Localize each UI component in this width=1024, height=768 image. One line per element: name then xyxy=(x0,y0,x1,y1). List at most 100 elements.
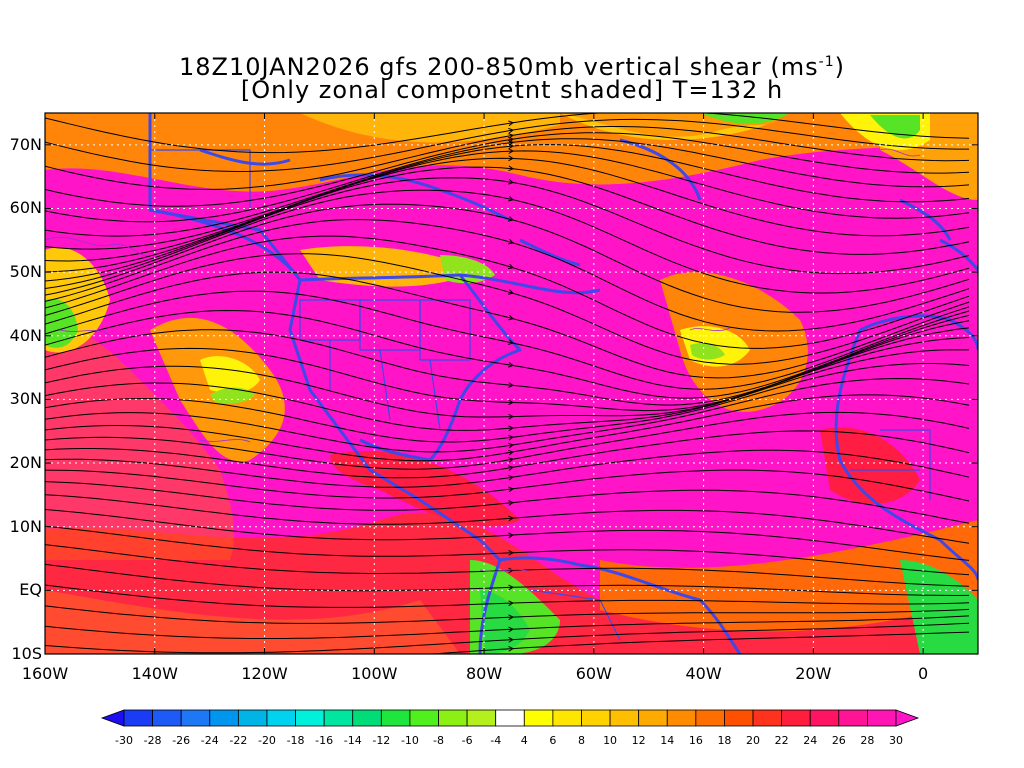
colorbar xyxy=(100,709,920,727)
colorbar-swatch xyxy=(809,709,840,727)
streamline-arrow xyxy=(508,567,515,574)
streamline xyxy=(45,203,970,313)
streamline-arrow xyxy=(508,133,515,139)
map-plot-area xyxy=(45,113,978,654)
streamline-arrow xyxy=(508,500,515,506)
streamline xyxy=(45,143,970,237)
streamline-arrow xyxy=(508,120,515,127)
colorbar-swatch xyxy=(438,709,468,727)
streamline-arrow xyxy=(508,155,515,162)
colorbar-label: 18 xyxy=(717,734,732,747)
streamline-arrow xyxy=(508,178,515,185)
streamline xyxy=(45,138,970,223)
streamline xyxy=(45,563,970,597)
colorbar-swatch xyxy=(380,709,411,727)
streamline xyxy=(45,363,970,443)
colorbar-label: -10 xyxy=(400,734,419,747)
streamline-arrow xyxy=(508,148,515,154)
streamline xyxy=(45,411,970,470)
streamline xyxy=(45,166,970,273)
streamline-arrow xyxy=(508,442,515,449)
streamline xyxy=(424,631,970,654)
streamline-arrow xyxy=(508,626,515,633)
streamline xyxy=(45,394,970,462)
streamline xyxy=(45,349,970,431)
colorbar-swatch xyxy=(666,709,697,727)
streamline-arrow xyxy=(508,195,515,202)
lon-label: 60W xyxy=(575,664,612,683)
colorbar-swatch xyxy=(609,709,640,727)
colorbar-label: 16 xyxy=(688,734,703,747)
colorbar-label: 30 xyxy=(889,734,903,747)
colorbar-label: 8 xyxy=(577,734,585,747)
streamline xyxy=(45,481,970,524)
colorbar-label: 26 xyxy=(831,734,846,747)
colorbar-label: -4 xyxy=(490,734,502,747)
streamline-arrow xyxy=(507,263,514,270)
colorbar-label: -16 xyxy=(315,734,334,747)
colorbar-swatch xyxy=(781,709,811,727)
streamline-arrow xyxy=(508,216,515,222)
streamline-arrow xyxy=(508,550,515,556)
streamline xyxy=(45,118,969,173)
colorbar-label: -26 xyxy=(172,734,191,747)
streamline-arrow xyxy=(508,457,515,463)
streamline xyxy=(45,271,970,379)
streamline xyxy=(45,126,970,190)
coastlines xyxy=(148,113,978,654)
streamline xyxy=(45,509,970,561)
lon-label: 100W xyxy=(351,664,398,683)
lon-label: 160W xyxy=(21,664,69,683)
colorbar-label: 6 xyxy=(549,734,557,747)
colorbar-swatch xyxy=(581,709,611,727)
colorbar-swatch xyxy=(695,709,725,727)
lat-label: 40N xyxy=(9,325,42,345)
map-frame xyxy=(44,112,979,655)
streamline-arrow xyxy=(507,238,514,245)
streamline xyxy=(45,113,970,154)
streamline-arrow xyxy=(508,165,515,172)
streamline-arrow xyxy=(508,637,515,643)
lon-label: 140W xyxy=(131,664,178,683)
colorbar-label: -30 xyxy=(115,734,133,747)
colorbar-swatch xyxy=(295,709,325,727)
colorbar-swatch xyxy=(352,709,382,727)
streamline-arrow xyxy=(508,339,515,345)
streamline-arrow xyxy=(508,399,515,406)
colorbar-label: -14 xyxy=(343,734,362,747)
streamline-arrow xyxy=(508,382,515,388)
colorbar-label: -28 xyxy=(143,734,162,747)
streamline-arrow xyxy=(508,127,515,134)
colorbar-label: 20 xyxy=(746,734,761,747)
colorbar-high-arrow xyxy=(895,709,920,727)
lat-label: 10S xyxy=(11,644,42,663)
lat-label: 70N xyxy=(9,134,42,154)
streamline xyxy=(45,622,970,654)
streamline-arrow xyxy=(508,600,515,607)
colorbar-swatch xyxy=(724,709,754,727)
colorbar-swatch xyxy=(409,709,439,727)
shading-regions xyxy=(45,113,978,654)
colorbar-swatch xyxy=(266,709,296,727)
chart-title-line1: 18Z10JAN2026 gfs 200-850mb vertical shea… xyxy=(179,53,845,81)
chart-title-line2: [Only zonal componetnt shaded] T=132 h xyxy=(240,76,784,104)
streamline xyxy=(45,327,970,412)
streamline-arrow xyxy=(508,434,515,441)
streamline xyxy=(45,189,970,294)
colorbar-swatch xyxy=(523,709,554,727)
colorbar-label: -12 xyxy=(372,734,391,747)
colorbar-label: 10 xyxy=(603,734,618,747)
lat-label: 50N xyxy=(9,262,42,282)
streamline-arrow xyxy=(508,143,515,150)
streamline xyxy=(45,290,970,390)
lat-label: 60N xyxy=(9,198,42,218)
streamline xyxy=(45,377,970,453)
colorbar-label: 24 xyxy=(803,734,818,747)
streamline-arrow xyxy=(508,646,515,652)
streamline xyxy=(45,253,970,365)
streamline-arrow xyxy=(508,532,515,539)
streamline xyxy=(45,584,970,608)
colorbar-swatch xyxy=(209,709,239,727)
lat-label: 30N xyxy=(9,389,42,409)
